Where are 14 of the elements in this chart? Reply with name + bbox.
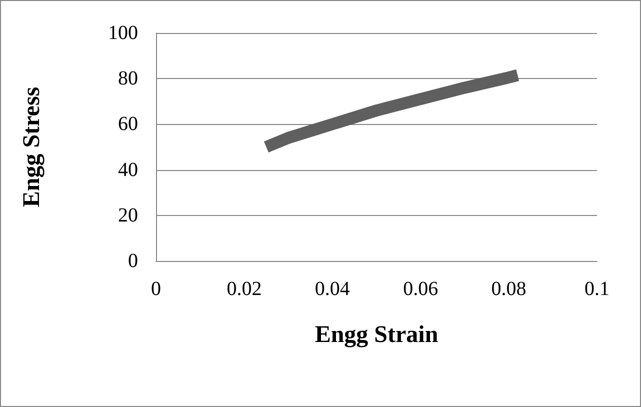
y-tick-label: 80	[118, 68, 138, 90]
x-tick-label: 0	[151, 278, 161, 300]
x-tick-label: 0.1	[584, 278, 610, 300]
y-tick-label: 0	[128, 250, 138, 272]
x-tick-label: 0.08	[491, 278, 526, 300]
y-tick-label: 20	[118, 204, 138, 226]
x-tick-label: 0.06	[403, 278, 438, 300]
x-axis-title: Engg Strain	[314, 322, 438, 348]
y-tick-label: 40	[118, 158, 138, 181]
y-tick-label: 100	[108, 22, 138, 44]
y-axis-title: Engg Stress	[19, 86, 45, 208]
y-tick-label: 60	[118, 113, 138, 136]
x-tick-label: 0.02	[226, 278, 262, 300]
x-tick-label: 0.04	[314, 278, 350, 300]
